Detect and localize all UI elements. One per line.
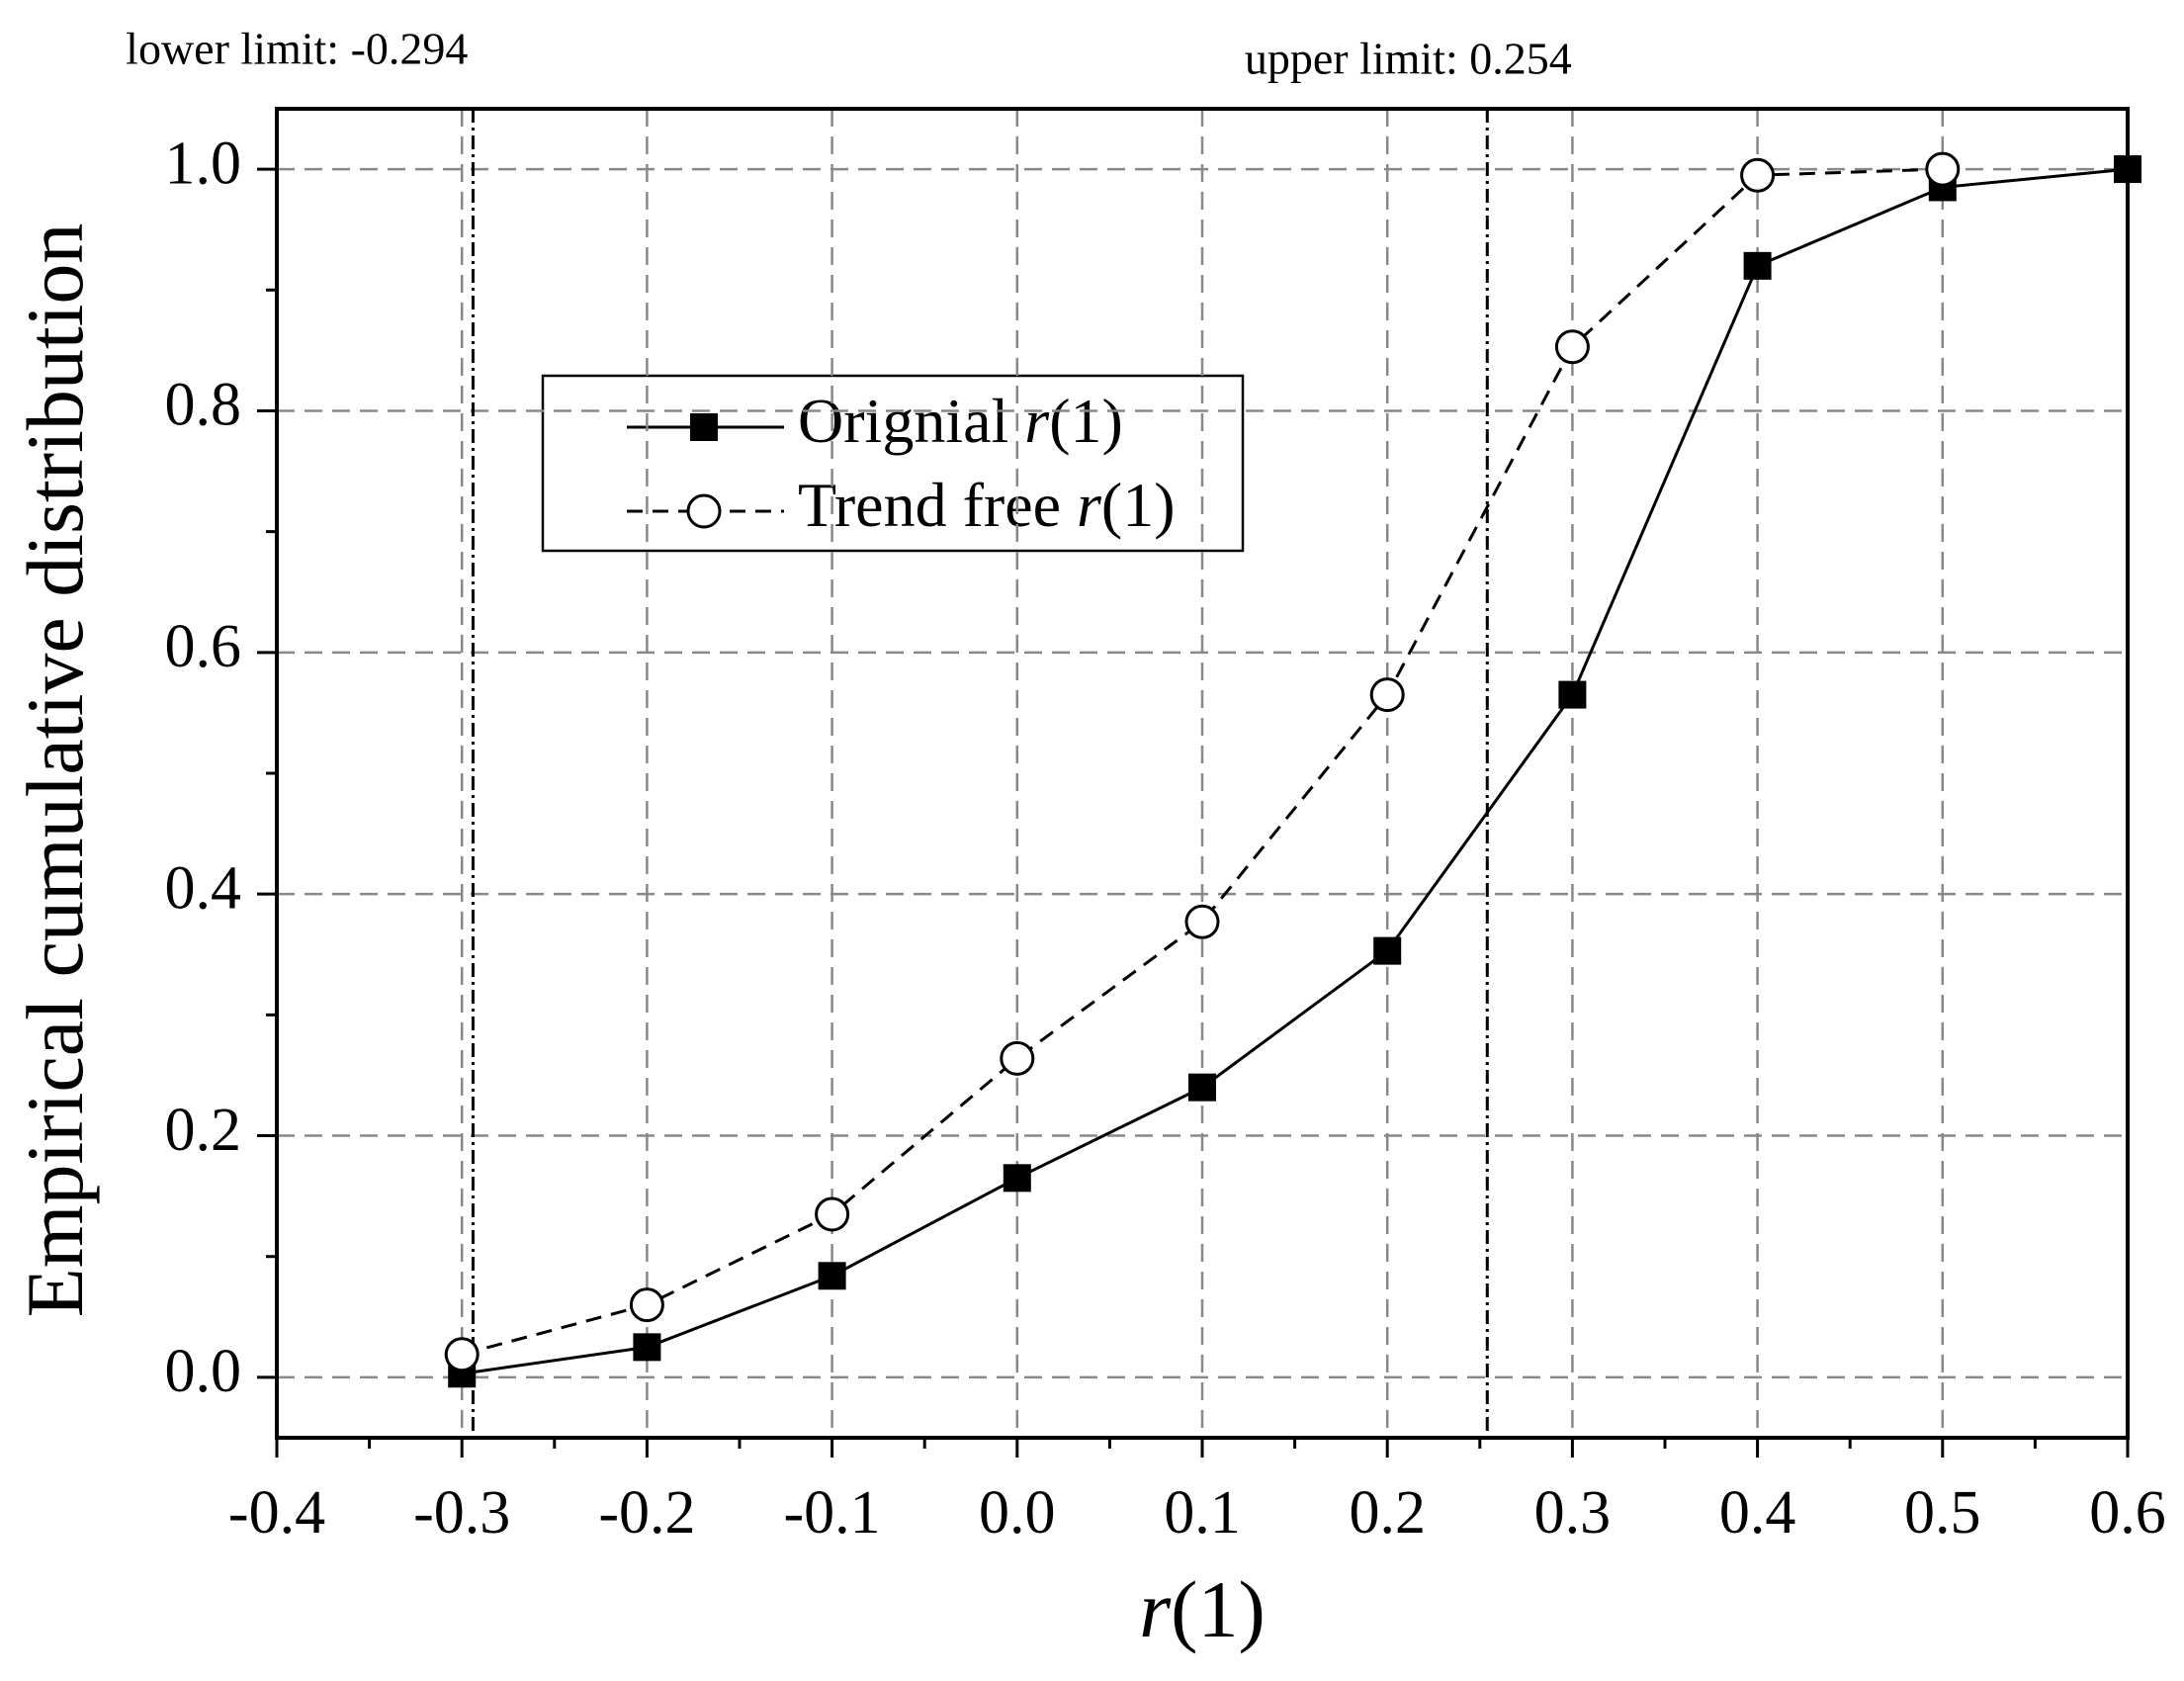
legend-box — [541, 374, 1245, 553]
marker — [690, 413, 718, 441]
x-tick-label: 0.1 — [1164, 1479, 1241, 1547]
y-tick-label: 0.8 — [165, 372, 242, 439]
marker — [1003, 1164, 1031, 1193]
x-tick-label: 0.5 — [1904, 1479, 1981, 1547]
x-tick-label: 0.0 — [979, 1479, 1056, 1547]
marker — [1184, 904, 1220, 939]
marker — [818, 1262, 846, 1290]
y-tick-label: 1.0 — [165, 130, 242, 197]
marker — [444, 1337, 480, 1372]
legend-label: Trend free r(1) — [798, 470, 1176, 540]
x-axis-label: r(1) — [1139, 1564, 1266, 1654]
x-tick-label: 0.6 — [2089, 1479, 2166, 1547]
annotation: upper limit: 0.254 — [1245, 34, 1572, 84]
legend: Orignial r(1) Trend free r(1) — [541, 374, 1245, 553]
marker — [815, 1196, 850, 1232]
y-axis-label: Empirical cumulative distribution — [10, 223, 100, 1318]
x-tick-label: 0.2 — [1349, 1479, 1426, 1547]
y-tick-label: 0.4 — [165, 854, 242, 922]
marker — [1925, 151, 1961, 187]
marker — [686, 493, 722, 529]
x-tick-label: -0.2 — [598, 1479, 695, 1547]
x-tick-label: -0.1 — [784, 1479, 881, 1547]
y-tick-label: 0.0 — [165, 1338, 242, 1405]
y-tick-label: 0.6 — [165, 613, 242, 680]
marker — [1369, 677, 1405, 713]
y-tick-label: 0.2 — [165, 1097, 242, 1164]
x-tick-label: -0.3 — [413, 1479, 510, 1547]
series-line — [461, 167, 2129, 1375]
annotation: lower limit: -0.294 — [126, 24, 468, 74]
marker — [1373, 936, 1402, 965]
marker — [1188, 1073, 1216, 1102]
marker — [1000, 1040, 1035, 1076]
x-tick-label: -0.4 — [228, 1479, 325, 1547]
marker — [2114, 155, 2141, 184]
x-tick-label: 0.3 — [1534, 1479, 1612, 1547]
series-line — [461, 167, 1943, 1357]
marker — [1740, 157, 1776, 193]
marker — [629, 1287, 664, 1323]
marker — [1554, 329, 1590, 365]
x-tick-label: 0.4 — [1719, 1479, 1796, 1547]
marker — [633, 1333, 661, 1362]
marker — [1558, 680, 1587, 709]
marker — [1743, 251, 1772, 280]
legend-label: Orignial r(1) — [798, 386, 1123, 456]
